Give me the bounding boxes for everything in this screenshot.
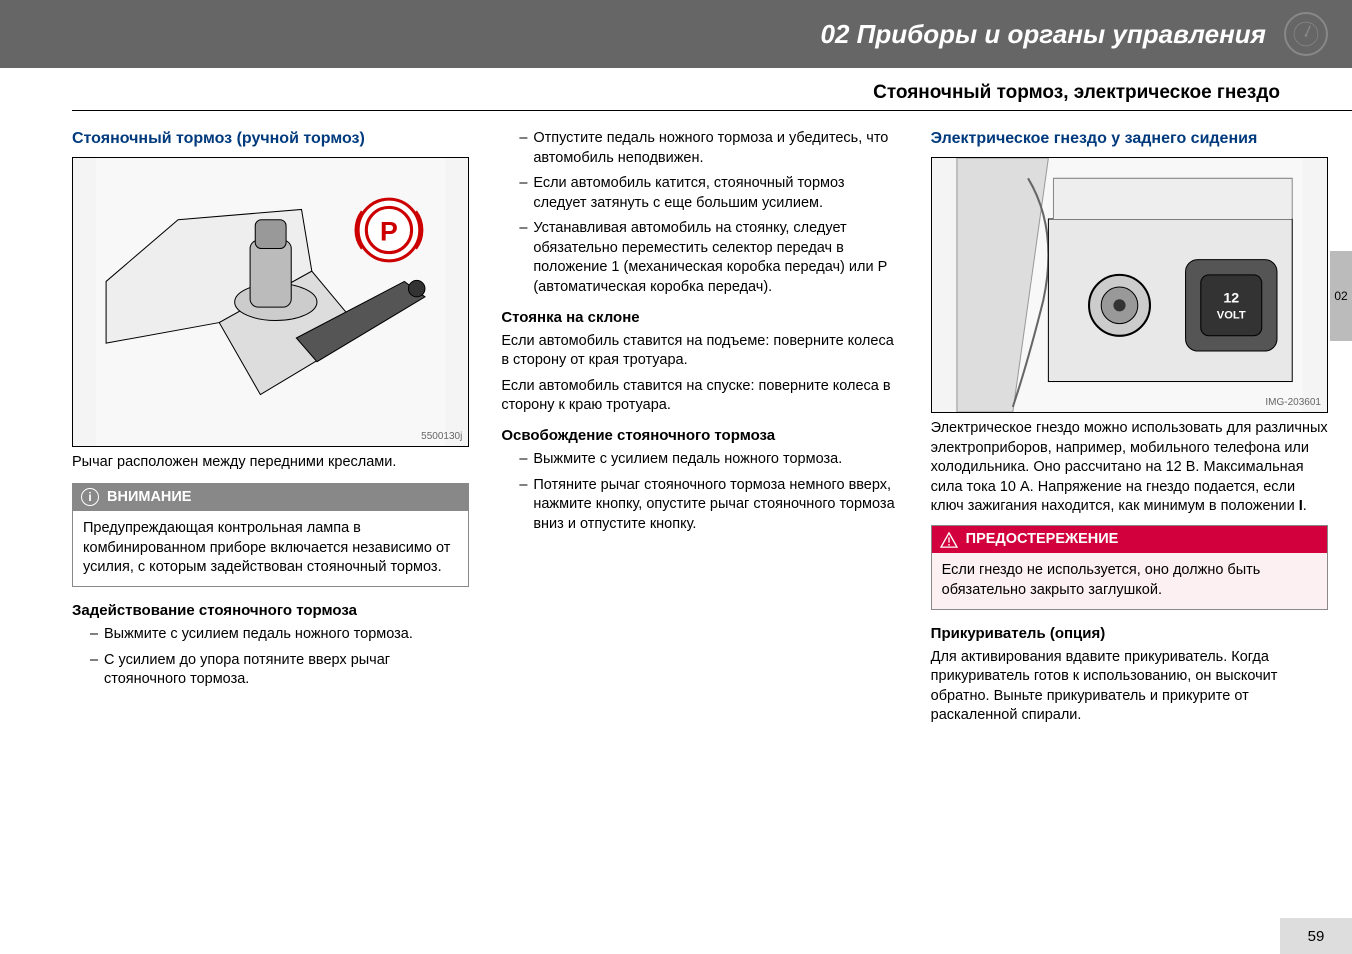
side-tab: 02	[1330, 251, 1352, 341]
warning-box: ПРЕДОСТЕРЕЖЕНИЕ Если гнездо не используе…	[931, 525, 1328, 610]
section-subtitle: Стояночный тормоз, электрическое гнездо	[873, 82, 1280, 104]
col1-list1: Выжмите с усилием педаль ножного тормоза…	[72, 625, 469, 690]
col2-sub1: Стоянка на склоне	[501, 308, 898, 328]
list-item: Потяните рычаг стояночного тормоза немно…	[519, 476, 898, 535]
list-item: Если автомобиль катится, стояночный торм…	[519, 174, 898, 213]
svg-text:12: 12	[1223, 290, 1239, 306]
col2-sub2: Освобождение стояночного тормоза	[501, 426, 898, 446]
figure-power-socket: 12 VOLT IMG-203601	[931, 157, 1328, 413]
col1-heading: Стояночный тормоз (ручной тормоз)	[72, 129, 469, 149]
column-2: Отпустите педаль ножного тормоза и убеди…	[501, 129, 898, 732]
list-item: Выжмите с усилием педаль ножного тормоза…	[519, 450, 898, 470]
col2-p1: Если автомобиль ставится на подъеме: пов…	[501, 332, 898, 371]
column-3: Электрическое гнездо у заднего сидения 1…	[931, 129, 1328, 732]
attention-body: Предупреждающая контрольная лампа в комб…	[73, 511, 468, 586]
column-1: Стояночный тормоз (ручной тормоз)	[72, 129, 469, 732]
page-number: 59	[1280, 918, 1352, 954]
col1-sub1: Задействование стояночного тормоза	[72, 601, 469, 621]
warning-title-bar: ПРЕДОСТЕРЕЖЕНИЕ	[932, 526, 1327, 554]
figure-parking-brake: P 5500130j	[72, 157, 469, 447]
col2-p2: Если автомобиль ставится на спуске: пове…	[501, 377, 898, 416]
attention-title-bar: i ВНИМАНИЕ	[73, 484, 468, 512]
page-body: 02 Стояночный тормоз (ручной тормоз)	[0, 111, 1352, 732]
warning-body: Если гнездо не используется, оно должно …	[932, 553, 1327, 608]
text-run: Электрическое гнездо можно использовать …	[931, 420, 1328, 514]
col3-sub1: Прикуриватель (опция)	[931, 624, 1328, 644]
section-subheader: Стояночный тормоз, электрическое гнездо	[72, 68, 1352, 111]
text-run: .	[1303, 498, 1307, 514]
figure-1-label: 5500130j	[421, 430, 462, 444]
chapter-header: 02 Приборы и органы управления	[0, 0, 1352, 68]
figure-1-caption: Рычаг расположен между передними креслам…	[72, 453, 469, 473]
col3-p2: Для активирования вдавите прикуриватель.…	[931, 648, 1328, 726]
list-item: Выжмите с усилием педаль ножного тормоза…	[90, 625, 469, 645]
col3-heading: Электрическое гнездо у заднего сидения	[931, 129, 1328, 149]
list-item: С усилием до упора потяните вверх рычаг …	[90, 651, 469, 690]
power-socket-illustration: 12 VOLT	[932, 158, 1327, 412]
list-item: Отпустите педаль ножного тормоза и убеди…	[519, 129, 898, 168]
warning-title: ПРЕДОСТЕРЕЖЕНИЕ	[966, 530, 1119, 550]
gauge-icon	[1284, 12, 1328, 56]
warning-icon	[940, 532, 958, 548]
list-item: Устанавливая автомобиль на стоянку, след…	[519, 219, 898, 297]
attention-box: i ВНИМАНИЕ Предупреждающая контрольная л…	[72, 483, 469, 587]
col2-list-top: Отпустите педаль ножного тормоза и убеди…	[501, 129, 898, 298]
col3-p1: Электрическое гнездо можно использовать …	[931, 419, 1328, 517]
svg-text:P: P	[380, 216, 398, 246]
attention-title: ВНИМАНИЕ	[107, 488, 191, 508]
figure-2-label: IMG-203601	[1265, 396, 1321, 410]
svg-text:VOLT: VOLT	[1216, 310, 1245, 322]
info-icon: i	[81, 488, 99, 506]
chapter-title: 02 Приборы и органы управления	[821, 19, 1266, 50]
col2-list2: Выжмите с усилием педаль ножного тормоза…	[501, 450, 898, 534]
parking-brake-illustration: P	[73, 158, 468, 446]
